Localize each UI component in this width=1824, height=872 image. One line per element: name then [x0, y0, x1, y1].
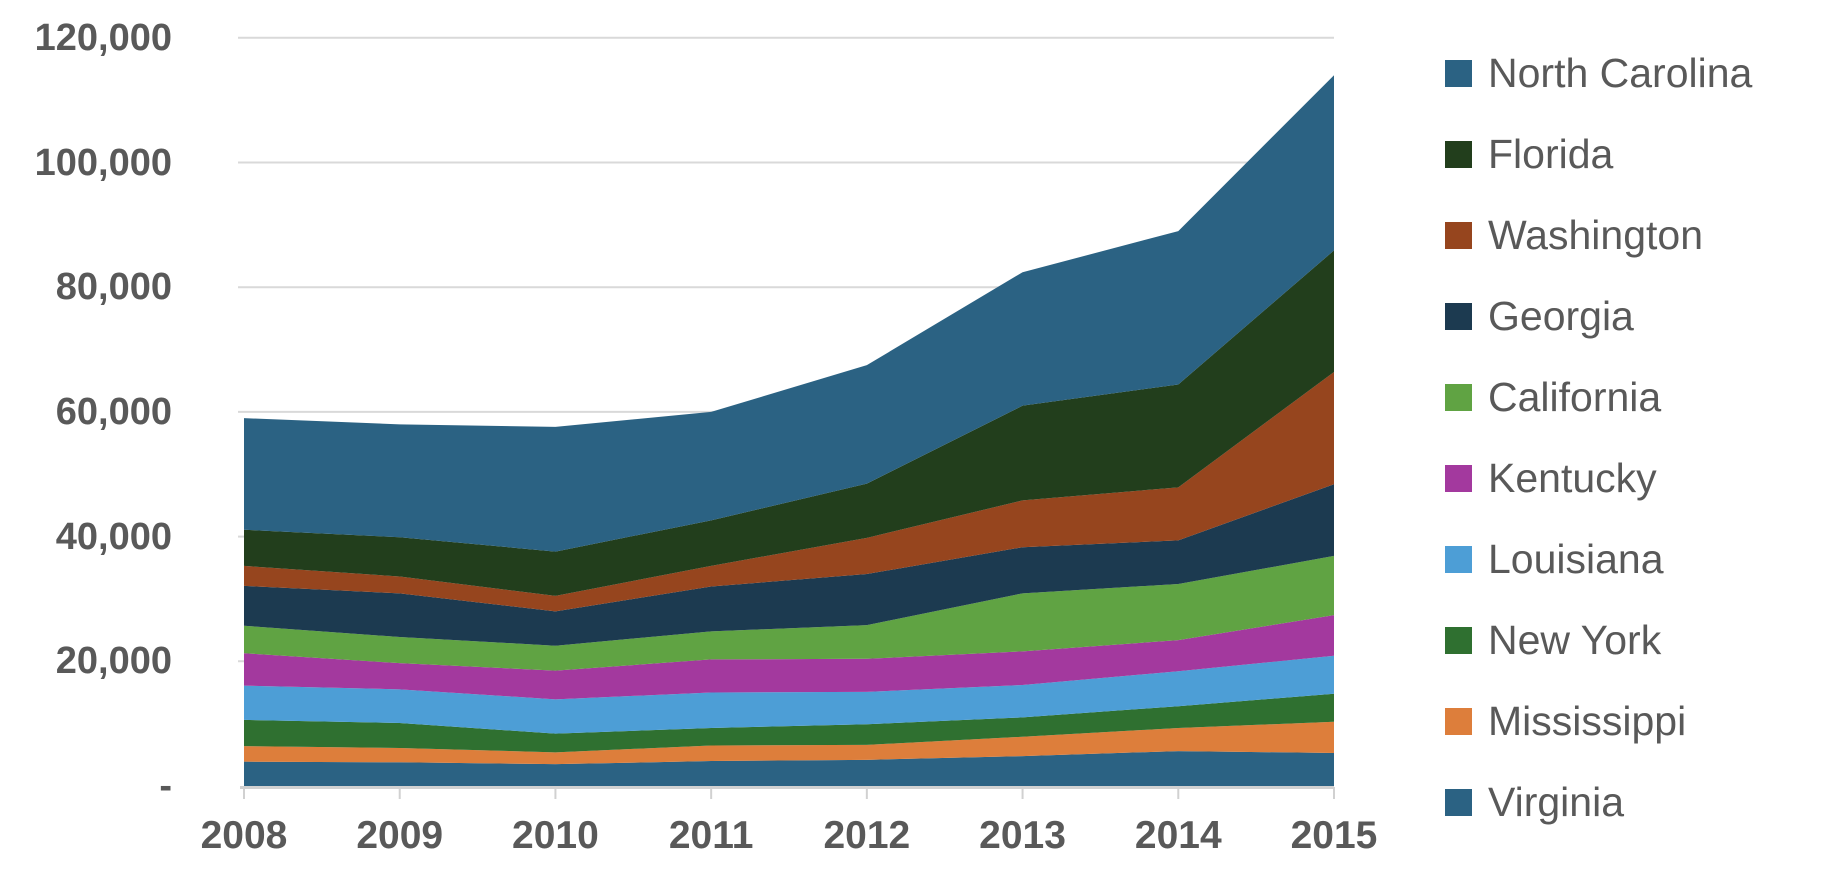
- legend-label: Louisiana: [1488, 536, 1664, 583]
- legend-item-louisiana: Louisiana: [1445, 536, 1664, 584]
- legend-label: Kentucky: [1488, 455, 1657, 501]
- y-tick-label: -: [159, 765, 172, 807]
- area-kentucky: [244, 615, 1334, 700]
- legend-label: Florida: [1488, 130, 1614, 177]
- legend-swatch-icon: [1445, 465, 1472, 492]
- legend-swatch-icon: [1445, 221, 1472, 249]
- legend-swatch-icon: [1445, 383, 1472, 411]
- legend-item-florida: Florida: [1445, 130, 1613, 178]
- y-tick-label: 120,000: [34, 16, 172, 59]
- legend-swatch-icon: [1445, 302, 1472, 330]
- legend-item-georgia: Georgia: [1445, 292, 1634, 340]
- legend-label: Mississippi: [1488, 698, 1687, 745]
- y-tick-label: 80,000: [55, 266, 172, 309]
- legend-swatch-icon: [1445, 627, 1472, 655]
- area-louisiana: [244, 655, 1334, 734]
- legend-item-washington: Washington: [1445, 211, 1703, 259]
- x-tick-label-2012: 2012: [823, 814, 911, 857]
- x-tick-label-2013: 2013: [979, 814, 1066, 857]
- legend-swatch-icon: [1445, 708, 1472, 736]
- legend-item-virginia: Virginia: [1445, 779, 1624, 827]
- legend-item-mississippi: Mississippi: [1445, 698, 1686, 746]
- x-tick-label-2010: 2010: [512, 814, 599, 857]
- x-tick-label-2011: 2011: [668, 814, 754, 857]
- legend-swatch-icon: [1445, 546, 1472, 574]
- legend-swatch-icon: [1445, 140, 1472, 168]
- y-tick-label: 100,000: [34, 141, 172, 184]
- y-tick-label: 60,000: [55, 390, 172, 433]
- area-mississippi: [244, 721, 1334, 765]
- area-new-york: [244, 693, 1334, 753]
- legend-item-kentucky: Kentucky: [1445, 455, 1657, 503]
- legend-item-california: California: [1445, 373, 1661, 421]
- x-tick-label-2014: 2014: [1134, 814, 1222, 857]
- legend-label: California: [1488, 373, 1662, 420]
- area-florida: [244, 250, 1334, 596]
- area-georgia: [244, 484, 1334, 646]
- legend-label: Georgia: [1488, 292, 1634, 339]
- legend-label: Virginia: [1488, 779, 1624, 826]
- y-tick-label: 40,000: [55, 515, 172, 558]
- area-north-carolina: [244, 75, 1334, 552]
- x-tick-label-2009: 2009: [356, 814, 444, 857]
- legend-label: North Carolina: [1488, 49, 1753, 96]
- legend-label: Washington: [1488, 211, 1703, 258]
- legend-item-new-york: New York: [1445, 617, 1661, 665]
- y-tick-label: 20,000: [55, 640, 172, 683]
- area-virginia: [244, 751, 1334, 786]
- area-washington: [244, 371, 1334, 612]
- x-tick-label-2015: 2015: [1290, 814, 1378, 857]
- x-tick-label-2008: 2008: [200, 814, 288, 857]
- legend-item-north-carolina: North Carolina: [1445, 49, 1752, 97]
- legend-label: New York: [1488, 617, 1662, 664]
- area-california: [244, 555, 1334, 671]
- legend-swatch-icon: [1445, 59, 1472, 87]
- legend-swatch-icon: [1445, 789, 1472, 817]
